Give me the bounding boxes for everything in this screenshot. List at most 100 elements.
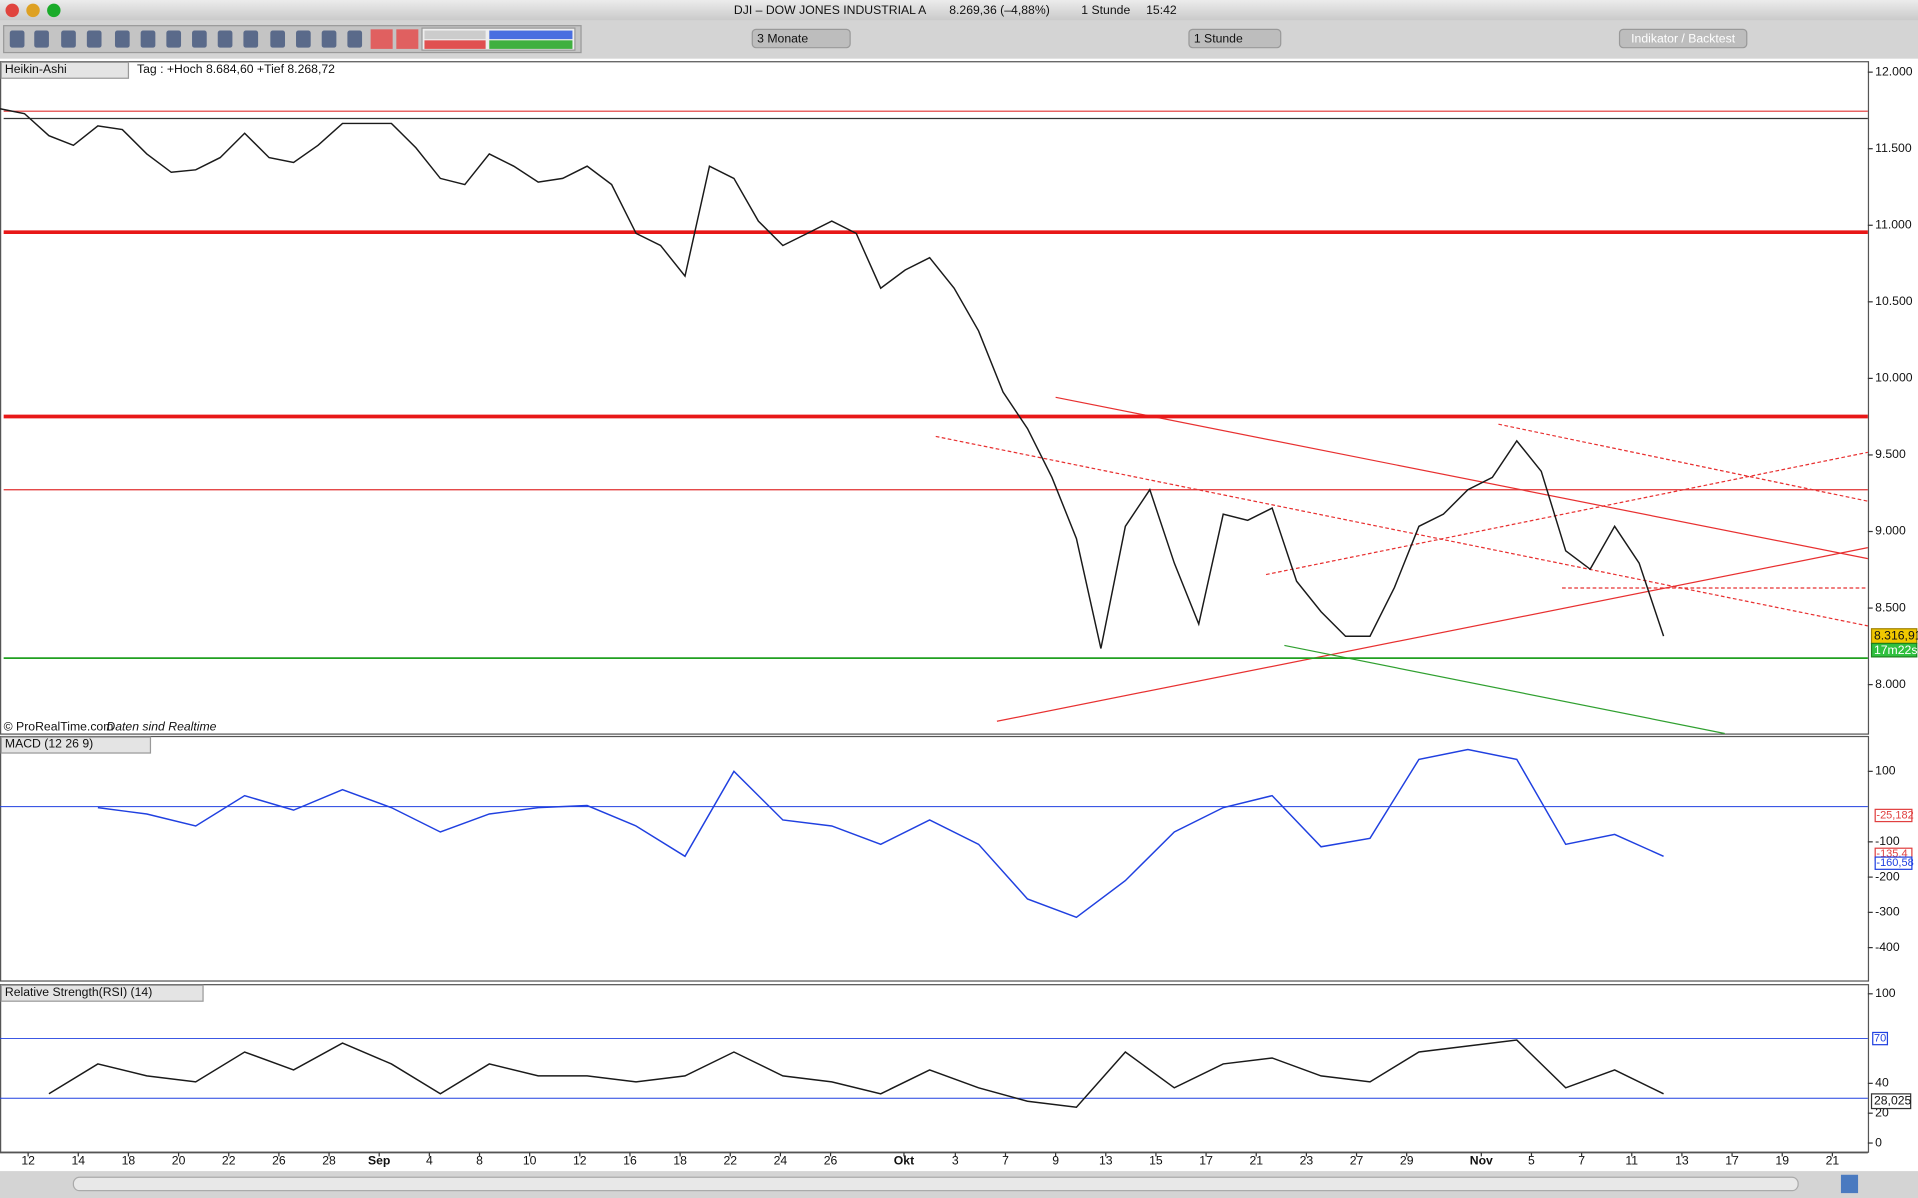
swatch[interactable] bbox=[424, 40, 486, 49]
x-tick-label: 18 bbox=[673, 1154, 687, 1168]
scrollbar[interactable] bbox=[72, 1176, 1799, 1192]
panel-header bbox=[0, 736, 152, 754]
swatch[interactable] bbox=[489, 30, 573, 40]
x-tick-label: 26 bbox=[824, 1154, 838, 1168]
x-tick-label: Nov bbox=[1470, 1154, 1493, 1168]
x-tick-label: 15 bbox=[1149, 1154, 1163, 1168]
x-tick-label: 7 bbox=[1578, 1154, 1585, 1168]
y-tick-label: 9.500 bbox=[1875, 447, 1906, 461]
readout-label: -25,182 bbox=[1876, 809, 1913, 821]
x-tick-label: 12 bbox=[21, 1154, 35, 1168]
zoom-tool[interactable] bbox=[1840, 1174, 1859, 1194]
rsi-panel-title: Relative Strength(RSI) (14) bbox=[5, 985, 152, 999]
x-tick-label: 8 bbox=[476, 1154, 483, 1168]
x-tick-label: 28 bbox=[322, 1154, 336, 1168]
y-tick-label: -400 bbox=[1875, 940, 1900, 954]
x-tick-label: 10 bbox=[523, 1154, 537, 1168]
window-title: DJI – DOW JONES INDUSTRIAL A bbox=[734, 3, 927, 17]
x-tick-label: 20 bbox=[172, 1154, 186, 1168]
price-panel-info: Tag : +Hoch 8.684,60 +Tief 8.268,72 bbox=[137, 62, 335, 76]
x-tick-label: 14 bbox=[71, 1154, 85, 1168]
tool-icon[interactable] bbox=[321, 30, 337, 48]
chart-area bbox=[0, 59, 1918, 1172]
zoom-button[interactable] bbox=[47, 3, 61, 18]
x-tick-label: 21 bbox=[1249, 1154, 1263, 1168]
x-tick-label: 13 bbox=[1099, 1154, 1113, 1168]
tool-icon[interactable] bbox=[166, 30, 182, 48]
window-quote: 8.269,36 (–4,88%) bbox=[949, 3, 1050, 17]
swatch[interactable] bbox=[424, 30, 486, 40]
x-tick-label: 12 bbox=[573, 1154, 587, 1168]
copyright: © ProRealTime.com bbox=[4, 720, 114, 734]
panel-header bbox=[0, 984, 204, 1002]
y-tick-label: -200 bbox=[1875, 869, 1900, 883]
indicator-button-label: Indikator / Backtest bbox=[1631, 31, 1736, 45]
period-select[interactable] bbox=[751, 28, 851, 49]
tool-icon[interactable] bbox=[217, 30, 233, 48]
y-tick-label: 100 bbox=[1875, 986, 1896, 1000]
x-tick-label: 18 bbox=[122, 1154, 136, 1168]
band-box bbox=[1872, 1031, 1889, 1046]
tool-icon[interactable] bbox=[114, 30, 130, 48]
y-tick-label: 40 bbox=[1875, 1076, 1889, 1090]
tool-icon[interactable] bbox=[86, 30, 102, 48]
trendline bbox=[1284, 644, 1725, 735]
x-tick-label: 17 bbox=[1725, 1154, 1739, 1168]
tool-icons bbox=[9, 29, 419, 49]
window-time: 15:42 bbox=[1146, 3, 1177, 17]
x-tick-label: 22 bbox=[723, 1154, 737, 1168]
macd-frame bbox=[0, 735, 1870, 982]
x-tick-label: Okt bbox=[894, 1154, 914, 1168]
x-tick-label: 21 bbox=[1826, 1154, 1840, 1168]
y-tick-label: 0 bbox=[1875, 1135, 1882, 1149]
interval-select-label: 1 Stunde bbox=[1194, 31, 1243, 45]
y-tick-label: -100 bbox=[1875, 834, 1900, 848]
tool-icon[interactable] bbox=[296, 30, 311, 48]
indicator-button[interactable] bbox=[1618, 28, 1748, 49]
tool-icon[interactable] bbox=[192, 30, 207, 48]
swatch[interactable] bbox=[489, 40, 573, 49]
tool-icon[interactable] bbox=[370, 29, 393, 49]
x-tick-label: 13 bbox=[1675, 1154, 1689, 1168]
y-tick-label: 100 bbox=[1875, 764, 1896, 778]
x-tick-label: 27 bbox=[1350, 1154, 1364, 1168]
tool-icon[interactable] bbox=[61, 30, 76, 48]
tool-icon[interactable] bbox=[140, 30, 156, 48]
interval-select[interactable] bbox=[1188, 28, 1282, 49]
readout-label: -160,58 bbox=[1876, 857, 1913, 869]
x-tick-label: 29 bbox=[1400, 1154, 1414, 1168]
readout-box bbox=[1874, 808, 1913, 823]
readout-box bbox=[1870, 1093, 1912, 1110]
tool-icon[interactable] bbox=[34, 30, 49, 48]
x-tick-label: 24 bbox=[774, 1154, 788, 1168]
tool-icon[interactable] bbox=[347, 30, 363, 48]
x-tick-label: 5 bbox=[1528, 1154, 1535, 1168]
minimize-button[interactable] bbox=[26, 3, 40, 18]
series-line bbox=[48, 1039, 1664, 1108]
trendline bbox=[996, 547, 1868, 722]
x-tick-label: 9 bbox=[1052, 1154, 1059, 1168]
countdown-box bbox=[1870, 642, 1918, 658]
close-button[interactable] bbox=[5, 3, 19, 18]
tool-icon[interactable] bbox=[243, 30, 259, 48]
x-tick-label: 11 bbox=[1625, 1154, 1638, 1168]
y-tick-label: 10.500 bbox=[1875, 294, 1913, 308]
band-label: 70 bbox=[1874, 1032, 1886, 1044]
panel-header bbox=[0, 61, 130, 79]
x-tick-label: 26 bbox=[272, 1154, 286, 1168]
y-tick-label: 8.000 bbox=[1875, 677, 1906, 691]
y-tick-label: 11.500 bbox=[1875, 141, 1912, 155]
tool-icon[interactable] bbox=[396, 29, 419, 49]
realtime-note: Daten sind Realtime bbox=[106, 720, 216, 734]
x-tick-label: 17 bbox=[1199, 1154, 1213, 1168]
y-tick-label: 11.000 bbox=[1875, 218, 1912, 232]
tool-icon[interactable] bbox=[9, 30, 25, 48]
x-tick-label: 4 bbox=[426, 1154, 433, 1168]
readout-label: -135,4 bbox=[1876, 848, 1907, 860]
y-tick-label: 12.000 bbox=[1875, 64, 1913, 78]
tool-icon[interactable] bbox=[270, 30, 286, 48]
x-tick-label: 23 bbox=[1300, 1154, 1314, 1168]
macd-panel-title: MACD (12 26 9) bbox=[5, 737, 93, 751]
